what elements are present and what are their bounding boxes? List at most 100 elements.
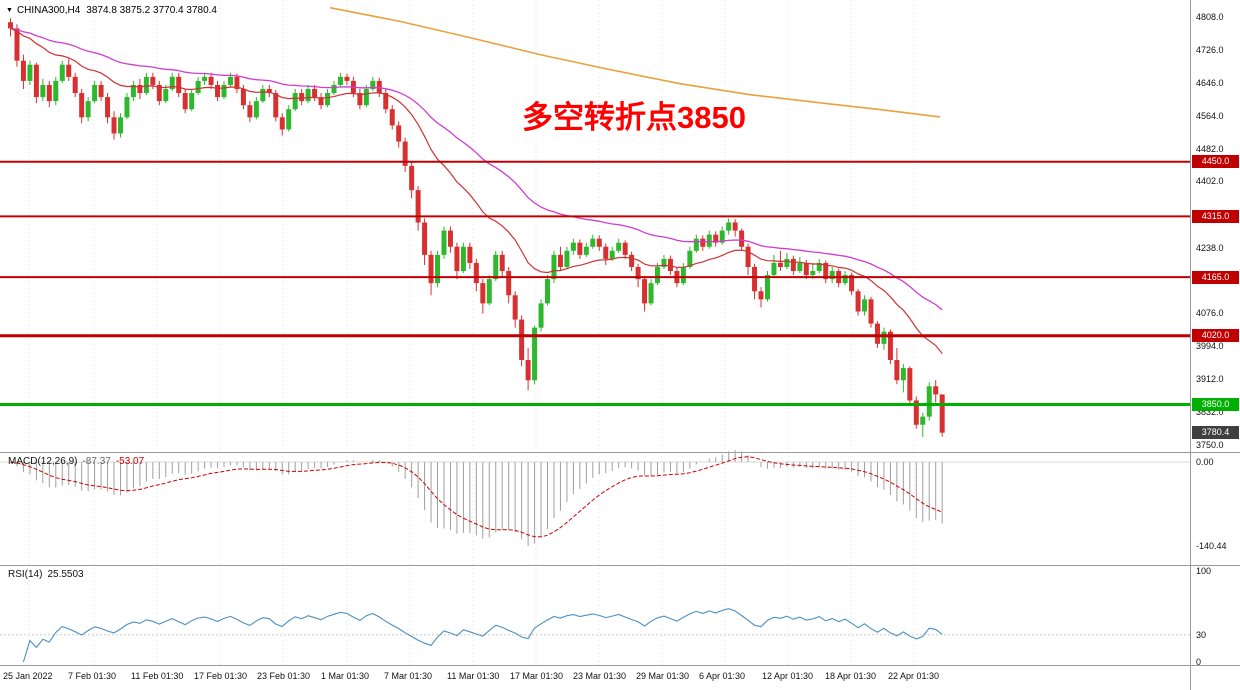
candle-body <box>124 97 130 118</box>
price-level-badge-4165.0: 4165.0 <box>1192 270 1239 284</box>
ma-mid-line <box>10 27 943 311</box>
candle-body <box>454 246 460 272</box>
current-price-badge: 3780.4 <box>1192 426 1239 440</box>
candle-body <box>441 230 447 255</box>
macd-name: MACD(12,26,9) <box>8 456 78 467</box>
candle-body <box>266 89 272 94</box>
candle-body <box>111 117 117 134</box>
candle-body <box>499 254 505 272</box>
candle-body <box>538 303 544 328</box>
candle-body <box>215 84 221 98</box>
candle-body <box>370 80 376 90</box>
candle-body <box>557 254 563 267</box>
price-level-badge-4450.0: 4450.0 <box>1192 155 1239 169</box>
price-axis-label: 4482.0 <box>1196 143 1224 154</box>
candle-body <box>53 80 59 102</box>
price-axis-label: 3994.0 <box>1196 341 1224 352</box>
candle-body <box>583 246 589 255</box>
candle-body <box>764 275 770 300</box>
candle-body <box>85 101 91 118</box>
candle-body <box>907 368 913 401</box>
time-axis-label: 12 Apr 01:30 <box>762 671 814 681</box>
time-axis-label: 18 Apr 01:30 <box>825 671 877 681</box>
macd-signal-line <box>10 456 943 538</box>
candle-body <box>693 238 699 251</box>
candle-body <box>383 93 389 110</box>
candle-body <box>713 234 719 243</box>
candle-body <box>900 368 906 381</box>
candle-body <box>331 84 337 94</box>
candle-body <box>195 80 201 94</box>
candle-body <box>467 246 473 263</box>
chart-menu-icon[interactable]: ▼ <box>6 6 13 14</box>
candle-body <box>92 84 98 102</box>
candle-body <box>655 266 660 284</box>
rsi-scale-label: 100 <box>1196 566 1212 576</box>
candle-body <box>719 230 725 243</box>
candle-body <box>117 117 123 134</box>
candle-body <box>642 279 648 304</box>
candle-body <box>318 97 324 106</box>
candle-body <box>447 230 453 247</box>
candle-body <box>532 327 538 381</box>
candle-body <box>506 271 512 296</box>
time-axis-label: 22 Apr 01:30 <box>888 671 940 681</box>
candle-body <box>609 250 615 259</box>
candle-body <box>616 242 622 251</box>
candle-body <box>758 291 764 300</box>
chart-annotation-text[interactable]: 多空转折点3850 <box>522 100 746 135</box>
time-axis-label: 25 Jan 2022 <box>3 671 53 681</box>
time-axis-label: 6 Apr 01:30 <box>699 671 746 681</box>
candle-body <box>396 125 402 142</box>
candle-body <box>299 93 305 102</box>
candle-body <box>564 250 570 267</box>
candle-body <box>59 64 65 81</box>
candle-body <box>920 416 926 425</box>
candle-body <box>435 254 441 284</box>
candle-body <box>33 64 39 98</box>
candle-body <box>790 258 796 272</box>
time-axis-label: 23 Mar 01:30 <box>573 671 627 681</box>
candle-body <box>752 266 758 292</box>
rsi-scale-label: 30 <box>1196 629 1207 640</box>
rsi-indicator-label: RSI(14) 25.5503 <box>8 569 84 580</box>
candle-body <box>797 262 803 272</box>
price-axis-label: 4726.0 <box>1196 45 1224 56</box>
candle-body <box>545 279 551 304</box>
candle-body <box>829 271 835 280</box>
price-axis-label: 3912.0 <box>1196 374 1224 385</box>
candle-body <box>202 76 208 81</box>
time-axis-label: 1 Mar 01:30 <box>321 671 370 681</box>
candle-body <box>40 84 46 98</box>
candle-body <box>422 222 428 255</box>
candle-body <box>577 242 583 255</box>
candle-body <box>810 271 816 276</box>
symbol-info-bar: ▼ CHINA300,H4 3874.8 3875.2 3770.4 3780.4 <box>6 5 217 16</box>
candle-body <box>325 93 331 106</box>
candle-body <box>460 246 466 272</box>
rsi-scale-label: 0 <box>1196 657 1202 667</box>
candle-body <box>46 84 52 102</box>
candle-body <box>286 109 292 130</box>
candle-body <box>874 323 880 344</box>
candle-body <box>20 60 26 81</box>
candle-body <box>428 254 434 284</box>
time-axis-label: 7 Feb 01:30 <box>68 671 117 681</box>
time-axis-label: 17 Feb 01:30 <box>194 671 248 681</box>
candle-body <box>512 295 518 320</box>
candle-body <box>823 262 829 280</box>
time-axis-label: 29 Mar 01:30 <box>636 671 690 681</box>
candle-body <box>279 117 285 130</box>
ma-slow-line <box>329 6 941 118</box>
candle-body <box>72 76 78 94</box>
candle-body <box>363 89 369 106</box>
candle-body <box>247 105 253 118</box>
candle-body <box>189 93 195 110</box>
time-axis-label: 11 Feb 01:30 <box>131 671 184 681</box>
candle-body <box>894 360 900 381</box>
price-level-badge-4315.0: 4315.0 <box>1192 209 1239 223</box>
candle-body <box>732 222 738 231</box>
candle-body <box>27 64 33 81</box>
